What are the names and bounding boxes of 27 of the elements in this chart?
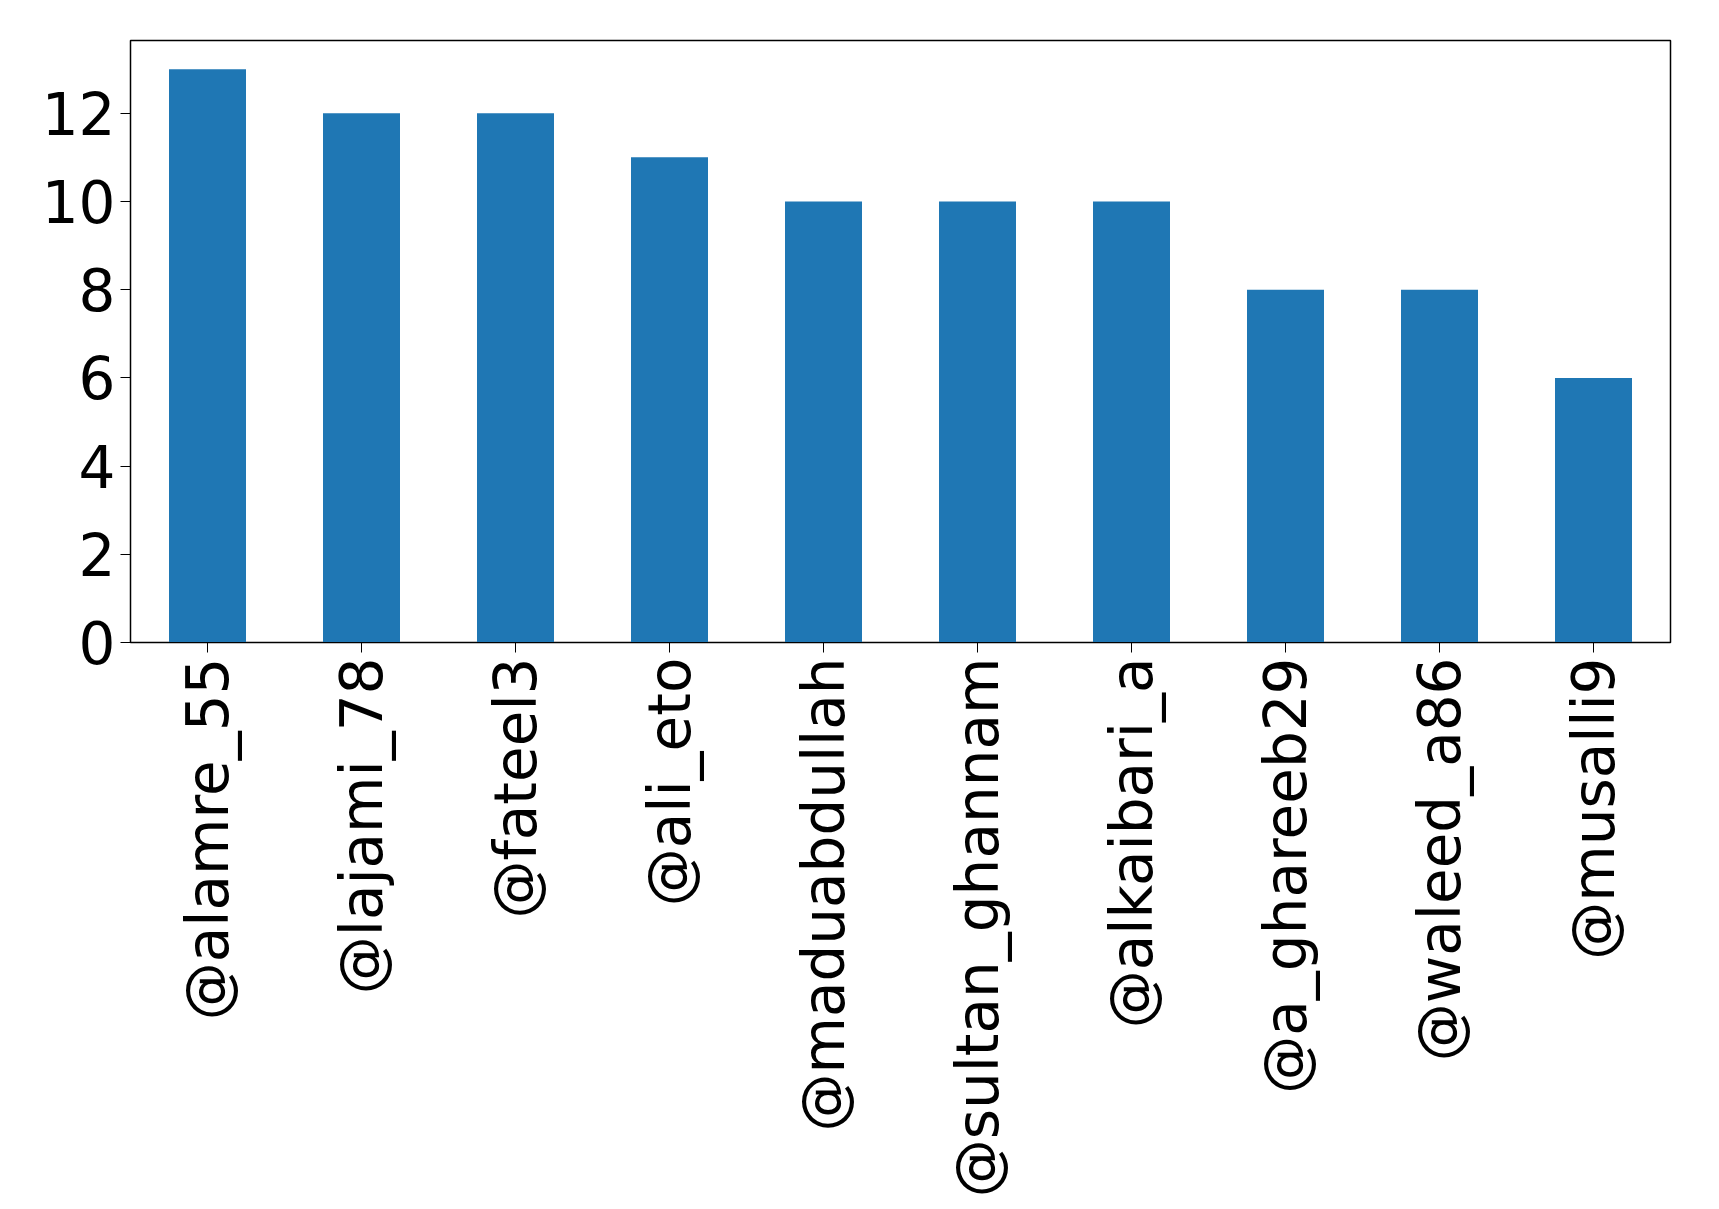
x-tick-label: @alkaibari_a — [1097, 657, 1166, 1029]
x-tick-label: @sultan_ghannam — [943, 657, 1012, 1198]
y-tick-label: 4 — [78, 433, 116, 502]
y-tick-label: 12 — [41, 80, 116, 149]
x-tick-label: @alamre_55 — [173, 657, 242, 1021]
y-tick-label: 2 — [78, 521, 116, 590]
x-tick-label: @musalli9 — [1559, 657, 1628, 960]
bar — [169, 69, 246, 643]
y-tick-label: 0 — [78, 610, 116, 678]
x-tick-label: @ali_eto — [635, 657, 704, 907]
y-tick-label: 8 — [78, 257, 116, 326]
bar — [1247, 289, 1324, 643]
bar — [1401, 289, 1478, 643]
y-tick-label: 6 — [78, 345, 116, 414]
bar — [477, 113, 554, 643]
x-tick-label: @lajami_78 — [327, 657, 396, 995]
bar — [323, 113, 400, 643]
x-tick-label: @a_ghareeb29 — [1251, 657, 1320, 1094]
bar — [939, 201, 1016, 643]
bar — [785, 201, 862, 643]
bar — [1093, 201, 1170, 643]
bar — [631, 157, 708, 643]
y-tick-label: 10 — [41, 168, 116, 237]
x-tick-label: @waleed_a86 — [1405, 657, 1474, 1062]
x-tick-label: @maduabdullah — [789, 657, 858, 1132]
x-tick-label: @fateel3 — [481, 657, 550, 919]
bar — [1555, 377, 1632, 643]
